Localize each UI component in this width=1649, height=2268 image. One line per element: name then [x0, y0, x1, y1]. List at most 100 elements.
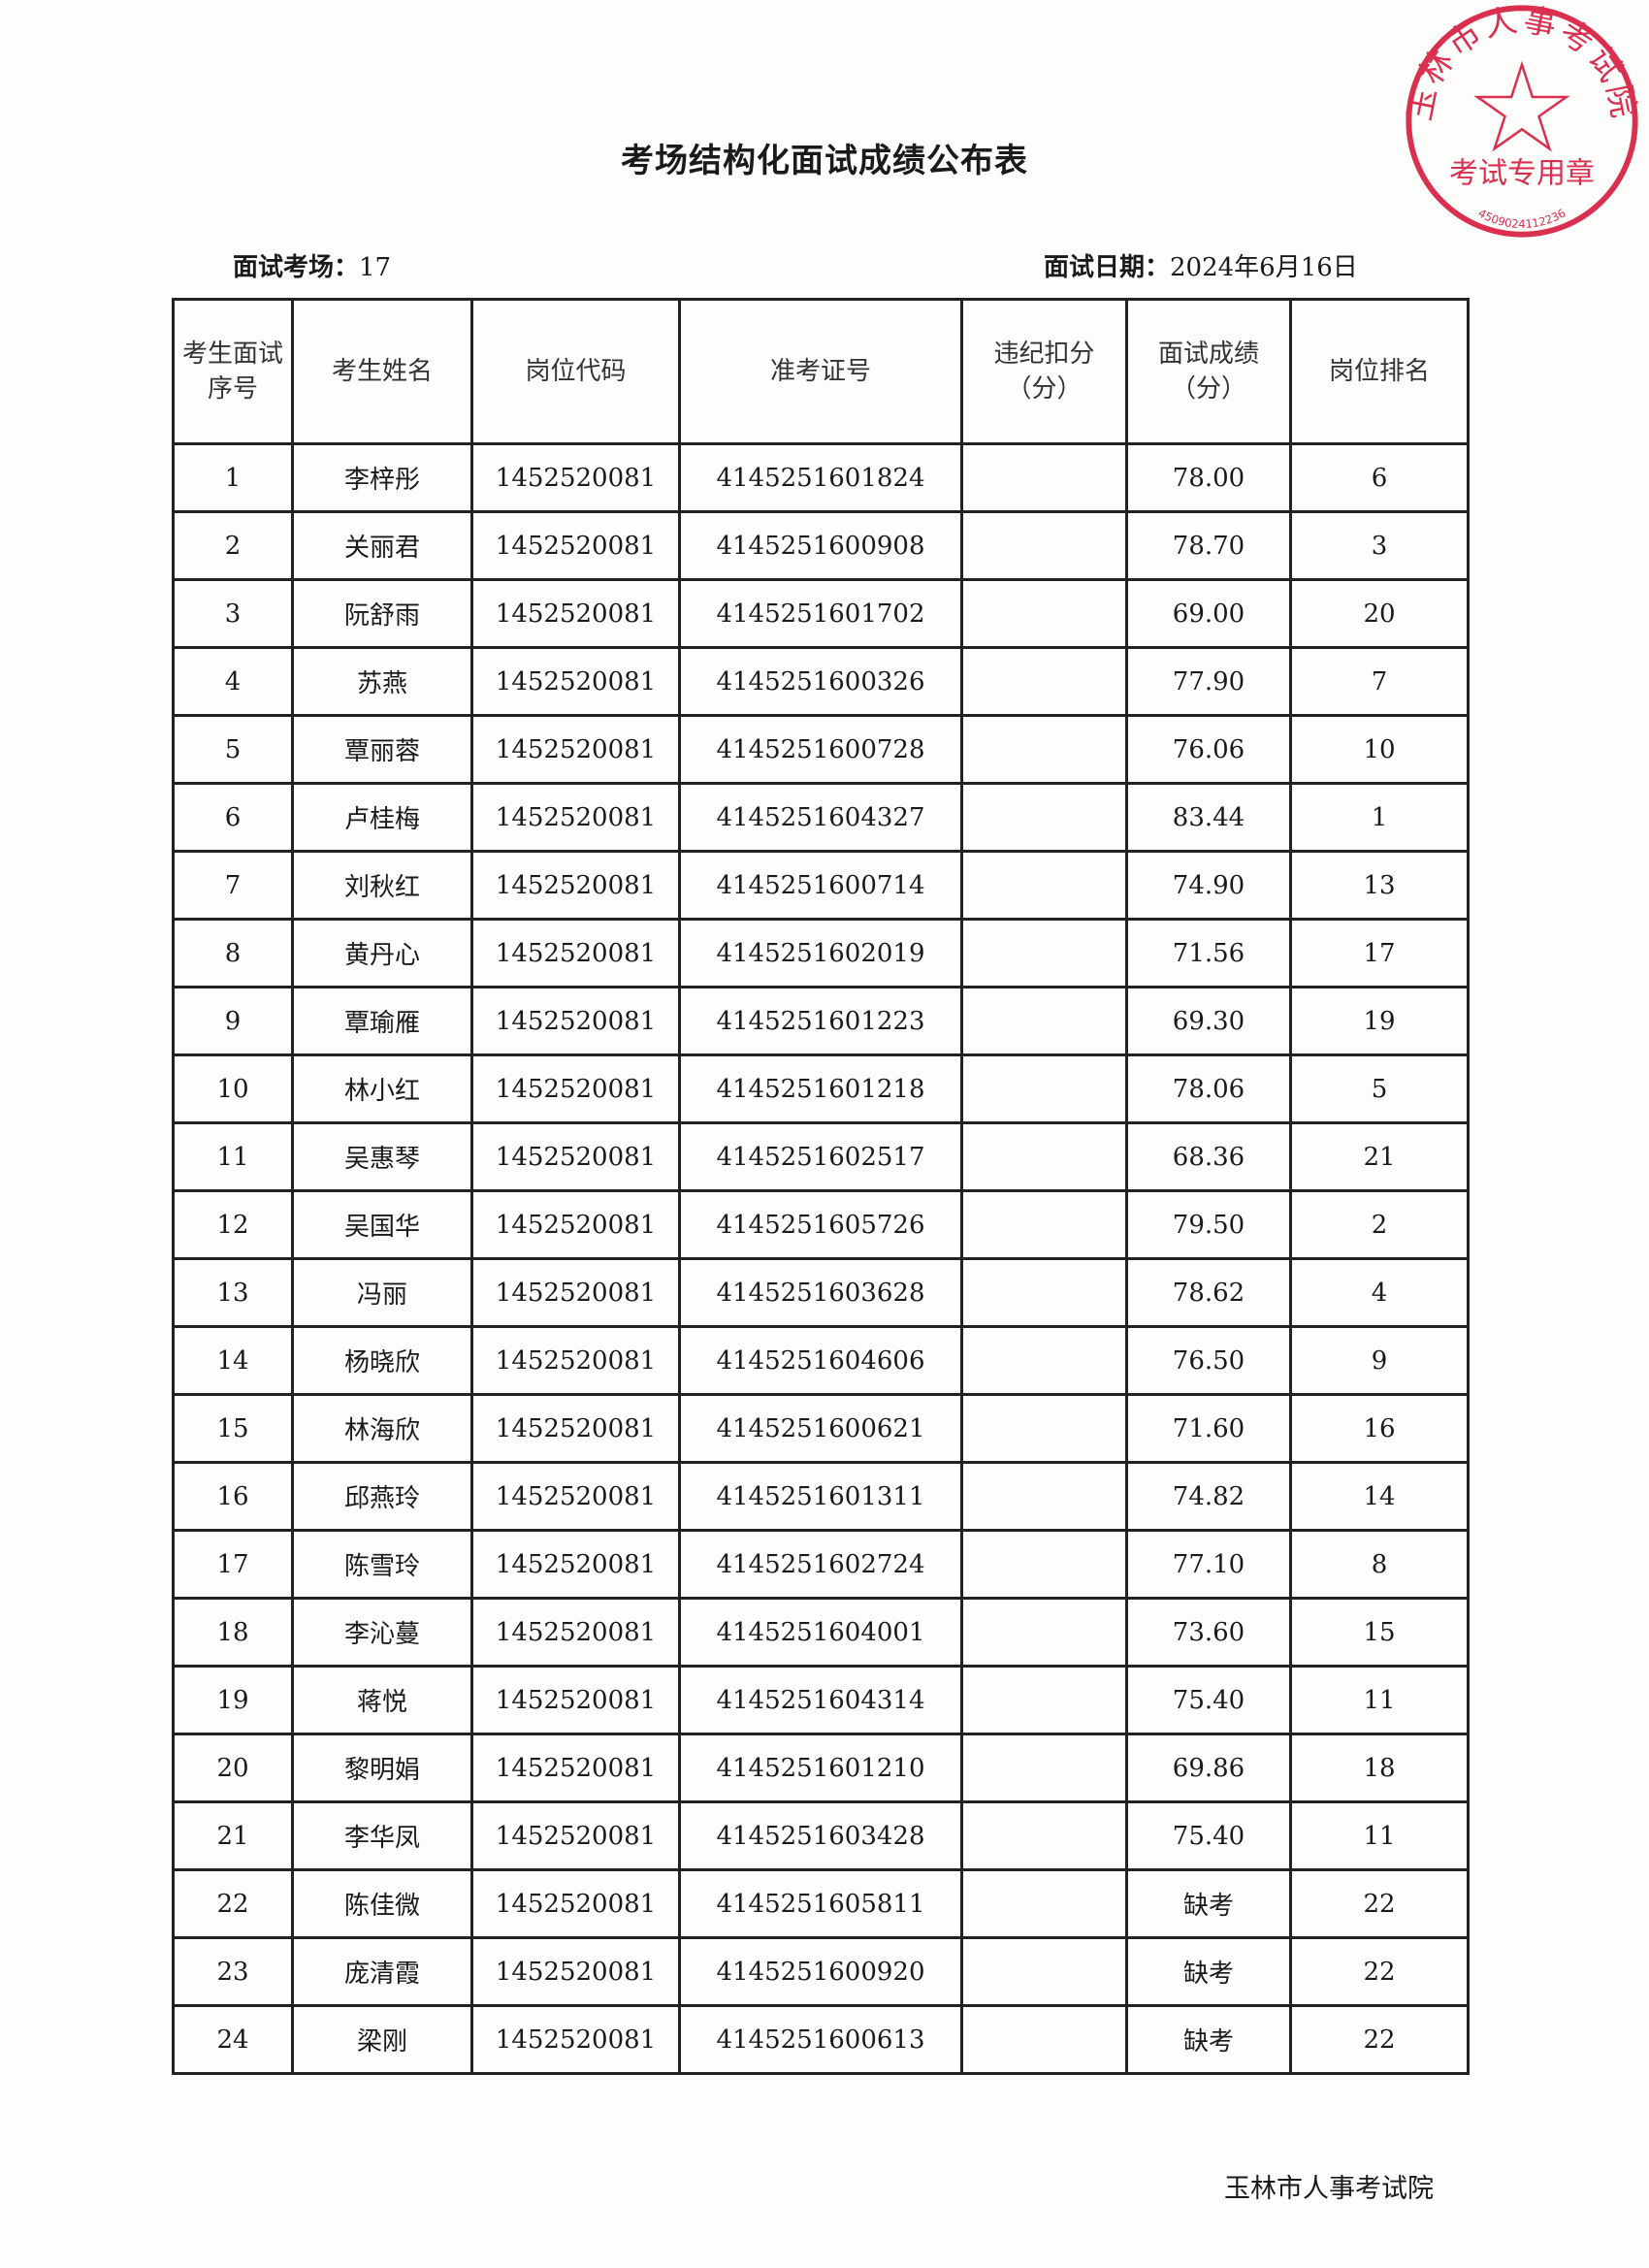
table-row: 3 阮舒雨 1452520081 4145251601702 69.00 20 [172, 578, 1470, 649]
cell-name: 梁刚 [291, 2004, 473, 2075]
cell-deduct [960, 1189, 1128, 1260]
cell-seq: 9 [172, 986, 294, 1056]
cell-deduct [960, 782, 1128, 853]
cell-deduct [960, 850, 1128, 921]
cell-ticket: 4145251602517 [678, 1121, 963, 1192]
cell-ticket: 4145251600621 [678, 1393, 963, 1464]
exam-date-value: 2024年6月16日 [1170, 253, 1358, 282]
table-row: 5 覃丽蓉 1452520081 4145251600728 76.06 10 [172, 714, 1470, 785]
table-row: 16 邱燕玲 1452520081 4145251601311 74.82 14 [172, 1461, 1470, 1532]
cell-seq: 1 [172, 442, 294, 513]
cell-name: 李沁蔓 [291, 1597, 473, 1668]
cell-deduct [960, 2004, 1128, 2075]
cell-post: 1452520081 [470, 646, 681, 717]
cell-post: 1452520081 [470, 782, 681, 853]
cell-score: 缺考 [1125, 1868, 1292, 1939]
cell-name: 阮舒雨 [291, 578, 473, 649]
page-title: 考场结构化面试成绩公布表 [621, 142, 1028, 180]
cell-score: 缺考 [1125, 1936, 1292, 2007]
cell-rank: 2 [1289, 1189, 1470, 1260]
cell-seq: 22 [172, 1868, 294, 1939]
cell-seq: 2 [172, 510, 294, 581]
table-row: 7 刘秋红 1452520081 4145251600714 74.90 13 [172, 850, 1470, 921]
seal-code-text: 4509024112236 [1476, 206, 1568, 231]
cell-rank: 18 [1289, 1733, 1470, 1803]
cell-deduct [960, 1461, 1128, 1532]
cell-score: 69.00 [1125, 578, 1292, 649]
cell-score: 77.10 [1125, 1529, 1292, 1600]
cell-seq: 14 [172, 1325, 294, 1396]
cell-rank: 7 [1289, 646, 1470, 717]
table-row: 12 吴国华 1452520081 4145251605726 79.50 2 [172, 1189, 1470, 1260]
cell-ticket: 4145251600613 [678, 2004, 963, 2075]
svg-text:4509024112236: 4509024112236 [1476, 206, 1568, 231]
score-table: 考生面试序号 考生姓名 岗位代码 准考证号 违纪扣分（分） 面试成绩（分） 岗位排名 1 李梓… [172, 298, 1470, 2075]
cell-name: 邱燕玲 [291, 1461, 473, 1532]
cell-deduct [960, 1597, 1128, 1668]
cell-ticket: 4145251603428 [678, 1800, 963, 1871]
cell-name: 庞清霞 [291, 1936, 473, 2007]
table-row: 1 李梓彤 1452520081 4145251601824 78.00 6 [172, 442, 1470, 513]
cell-ticket: 4145251604314 [678, 1665, 963, 1735]
cell-deduct [960, 1665, 1128, 1735]
table-row: 4 苏燕 1452520081 4145251600326 77.90 7 [172, 646, 1470, 717]
cell-score: 78.06 [1125, 1053, 1292, 1124]
cell-score: 75.40 [1125, 1665, 1292, 1735]
cell-deduct [960, 986, 1128, 1056]
cell-seq: 24 [172, 2004, 294, 2075]
cell-score: 71.56 [1125, 918, 1292, 988]
cell-seq: 13 [172, 1257, 294, 1328]
cell-seq: 11 [172, 1121, 294, 1192]
table-row: 17 陈雪玲 1452520081 4145251602724 77.10 8 [172, 1529, 1470, 1600]
cell-post: 1452520081 [470, 1665, 681, 1735]
cell-name: 陈雪玲 [291, 1529, 473, 1600]
cell-post: 1452520081 [470, 1393, 681, 1464]
cell-rank: 8 [1289, 1529, 1470, 1600]
table-row: 8 黄丹心 1452520081 4145251602019 71.56 17 [172, 918, 1470, 988]
cell-seq: 5 [172, 714, 294, 785]
table-row: 10 林小红 1452520081 4145251601218 78.06 5 [172, 1053, 1470, 1124]
cell-deduct [960, 1325, 1128, 1396]
cell-seq: 18 [172, 1597, 294, 1668]
table-row: 9 覃瑜雁 1452520081 4145251601223 69.30 19 [172, 986, 1470, 1056]
column-header-seq: 考生面试序号 [172, 298, 294, 445]
cell-rank: 21 [1289, 1121, 1470, 1192]
cell-deduct [960, 714, 1128, 785]
cell-ticket: 4145251600920 [678, 1936, 963, 2007]
cell-deduct [960, 1800, 1128, 1871]
cell-score: 69.86 [1125, 1733, 1292, 1803]
cell-post: 1452520081 [470, 2004, 681, 2075]
cell-score: 76.06 [1125, 714, 1292, 785]
cell-name: 覃丽蓉 [291, 714, 473, 785]
cell-ticket: 4145251601210 [678, 1733, 963, 1803]
cell-score: 68.36 [1125, 1121, 1292, 1192]
cell-deduct [960, 1393, 1128, 1464]
cell-name: 杨晓欣 [291, 1325, 473, 1396]
table-row: 6 卢桂梅 1452520081 4145251604327 83.44 1 [172, 782, 1470, 853]
cell-ticket: 4145251600908 [678, 510, 963, 581]
table-row: 11 吴惠琴 1452520081 4145251602517 68.36 21 [172, 1121, 1470, 1192]
cell-rank: 20 [1289, 578, 1470, 649]
table-header-row: 考生面试序号 考生姓名 岗位代码 准考证号 违纪扣分（分） 面试成绩（分） 岗位排名 [172, 298, 1470, 445]
cell-post: 1452520081 [470, 1325, 681, 1396]
cell-rank: 4 [1289, 1257, 1470, 1328]
cell-name: 覃瑜雁 [291, 986, 473, 1056]
cell-rank: 5 [1289, 1053, 1470, 1124]
cell-name: 冯丽 [291, 1257, 473, 1328]
cell-deduct [960, 1733, 1128, 1803]
cell-post: 1452520081 [470, 1936, 681, 2007]
cell-name: 吴惠琴 [291, 1121, 473, 1192]
cell-deduct [960, 1868, 1128, 1939]
cell-ticket: 4145251603628 [678, 1257, 963, 1328]
table-row: 23 庞清霞 1452520081 4145251600920 缺考 22 [172, 1936, 1470, 2007]
cell-score: 78.70 [1125, 510, 1292, 581]
cell-score: 71.60 [1125, 1393, 1292, 1464]
column-header-deduct: 违纪扣分（分） [960, 298, 1128, 445]
cell-ticket: 4145251601223 [678, 986, 963, 1056]
cell-score: 69.30 [1125, 986, 1292, 1056]
cell-ticket: 4145251601311 [678, 1461, 963, 1532]
cell-seq: 23 [172, 1936, 294, 2007]
cell-score: 74.90 [1125, 850, 1292, 921]
cell-ticket: 4145251605726 [678, 1189, 963, 1260]
cell-post: 1452520081 [470, 1800, 681, 1871]
